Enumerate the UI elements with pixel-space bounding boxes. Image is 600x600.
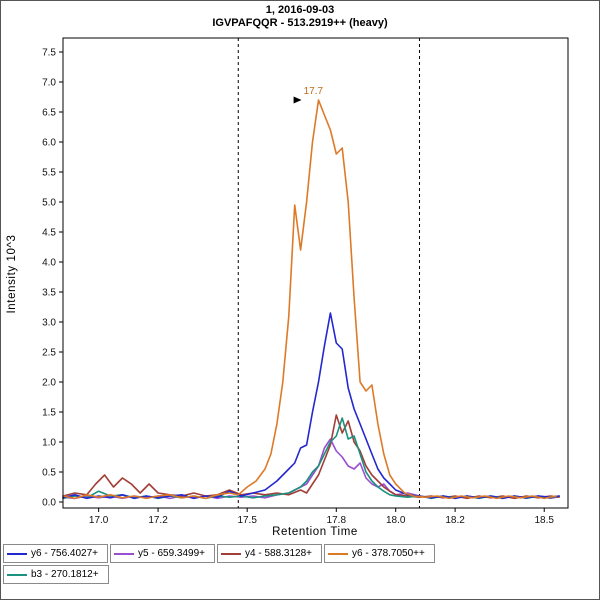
y-tick-label: 4.5 [42,228,56,239]
legend-row: y6 - 756.4027+ y5 - 659.3499+ y4 - 588.312… [3,544,599,563]
y-tick-label: 5.0 [42,198,56,209]
y-tick-label: 4.0 [42,258,56,269]
y-tick-label: 6.0 [42,138,56,149]
plot-frame [62,37,569,509]
legend-row: b3 - 270.1812+ [3,565,599,584]
legend-item[interactable]: y4 - 588.3128+ [217,544,322,563]
x-tick-label: 18.0 [386,515,406,526]
y-tick-label: 1.5 [42,408,56,419]
legend-line-swatch-icon [114,552,134,555]
chromatogram-traces [62,99,560,500]
y-axis-label: Intensity 10^3 [6,234,18,313]
y-tick-label: 3.5 [42,288,56,299]
legend-item-label: y5 - 659.3499+ [138,548,205,559]
legend-item[interactable]: y6 - 756.4027+ [3,544,108,563]
legend-item-label: y4 - 588.3128+ [245,548,312,559]
legend-line-swatch-icon [7,552,27,555]
x-tick-label: 17.5 [237,515,257,526]
y-tick-label: 3.0 [42,318,56,329]
x-tick-label: 17.0 [89,515,109,526]
trace-line [62,312,560,500]
peak-annotation: 17.7 [293,86,324,104]
legend-item[interactable]: y5 - 659.3499+ [110,544,215,563]
chromatogram-plot[interactable]: 0.0 0.5 1.0 1.5 2.0 2.5 3.0 3.5 4.0 4.5 5.0 5.5 6.0 6… [1,30,600,542]
legend-item-label: y6 - 756.4027+ [31,548,98,559]
y-tick-label: 0.0 [42,498,56,509]
legend-item[interactable]: b3 - 270.1812+ [3,565,109,584]
trace-line [62,99,557,500]
legend-line-swatch-icon [221,552,241,555]
legend-item-label: b3 - 270.1812+ [31,569,99,580]
chart-title-replicate: 1, 2016-09-03 [265,4,335,16]
peak-arrow-icon [293,96,302,104]
y-tick-label: 7.5 [42,48,56,59]
x-tick-label: 17.2 [148,515,168,526]
integration-boundaries[interactable] [237,38,420,508]
legend-item-label: y6 - 378.7050++ [352,548,425,559]
legend: y6 - 756.4027+ y5 - 659.3499+ y4 - 588.312… [3,544,599,584]
peak-rt-label: 17.7 [304,86,324,97]
x-tick-label: 17.8 [327,515,347,526]
y-tick-label: 5.5 [42,168,56,179]
x-axis-label: Retention Time [272,526,358,538]
chart-title-peptide: IGVPAFQQR - 513.2919++ (heavy) [212,17,388,29]
y-tick-label: 0.5 [42,468,56,479]
legend-line-swatch-icon [328,552,348,555]
y-tick-label: 2.0 [42,378,56,389]
legend-item[interactable]: y6 - 378.7050++ [324,544,435,563]
chart-titles: 1, 2016-09-03 IGVPAFQQR - 513.2919++ (he… [1,1,599,30]
axis-ticks: 0.0 0.5 1.0 1.5 2.0 2.5 3.0 3.5 4.0 4.5 5.0 5.5 6.0 6… [42,48,554,527]
x-tick-label: 18.5 [535,515,555,526]
y-tick-label: 2.5 [42,348,56,359]
trace-line [62,414,560,500]
x-tick-label: 18.2 [445,515,465,526]
y-tick-label: 7.0 [42,78,56,89]
y-tick-label: 6.5 [42,108,56,119]
y-tick-label: 1.0 [42,438,56,449]
legend-line-swatch-icon [7,573,27,576]
